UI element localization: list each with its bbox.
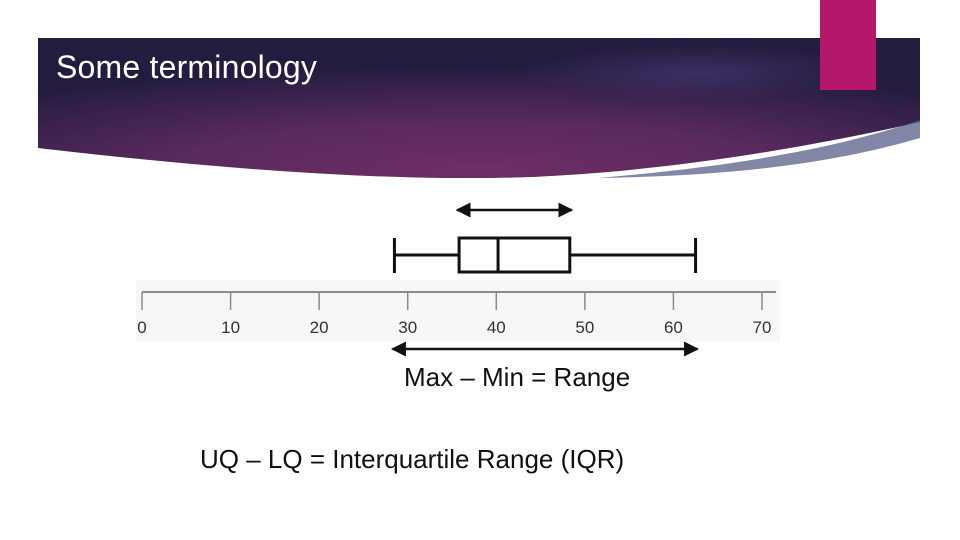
axis-tick-label: 10 xyxy=(221,318,240,337)
axis-tick-label: 30 xyxy=(398,318,417,337)
axis-panel xyxy=(136,280,780,342)
axis-tick-label: 70 xyxy=(753,318,772,337)
interquartile-box xyxy=(457,236,572,274)
axis-ticks xyxy=(141,292,763,310)
axis-tick-labels: 0 10 20 30 40 50 60 70 xyxy=(137,318,771,337)
title-banner xyxy=(38,38,920,178)
axis-tick-label: 0 xyxy=(137,318,146,337)
axis-tick-label: 50 xyxy=(575,318,594,337)
banner-background xyxy=(38,38,920,178)
axis-tick-label: 20 xyxy=(310,318,329,337)
accent-bar xyxy=(820,0,876,90)
axis-tick-label: 60 xyxy=(664,318,683,337)
slide-title: Some terminology xyxy=(56,49,318,85)
range-caption: Max – Min = Range xyxy=(404,362,631,392)
axis-tick-label: 40 xyxy=(487,318,506,337)
iqr-caption: UQ – LQ = Interquartile Range (IQR) xyxy=(200,444,625,474)
